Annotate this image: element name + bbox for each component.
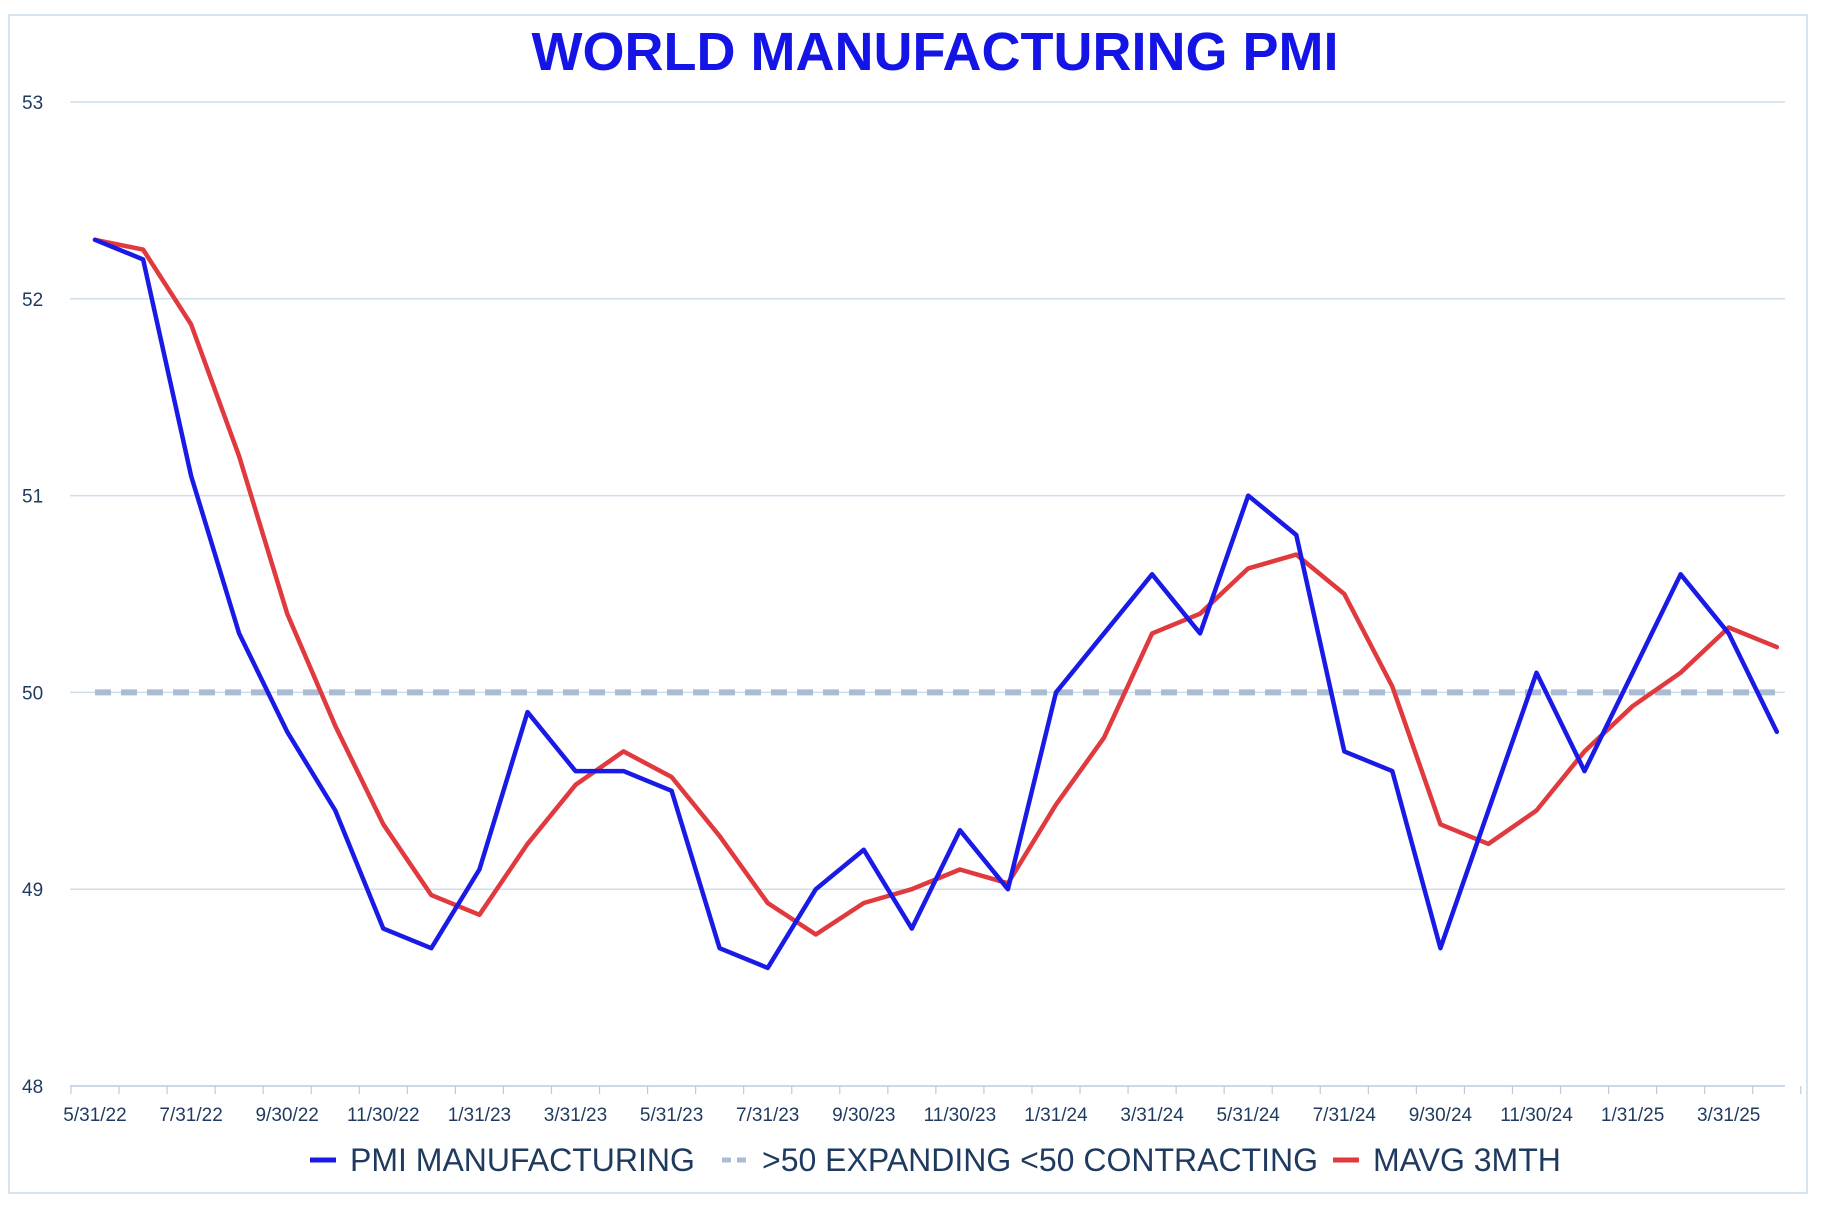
grid-layer bbox=[70, 101, 1785, 890]
legend-label-3: MAVG 3MTH bbox=[1373, 1142, 1561, 1178]
series-line-3 bbox=[92, 237, 1780, 937]
x-tick-label: 11/30/24 bbox=[1500, 1105, 1573, 1126]
x-axis: 5/31/22 7/31/22 9/30/22 11/30/22 1/31/23 3/31… bbox=[63, 1085, 1802, 1126]
x-tick-label: 5/31/23 bbox=[640, 1105, 703, 1126]
x-tick-label: 7/31/23 bbox=[736, 1105, 799, 1126]
x-tick-label: 5/31/22 bbox=[63, 1105, 126, 1126]
x-tick-label: 1/31/23 bbox=[448, 1105, 511, 1126]
chart-svg: WORLD MANUFACTURING PMI 48 49 50 51 52 53 5/3… bbox=[22, 22, 1802, 1178]
chart-frame: WORLD MANUFACTURING PMI 48 49 50 51 52 53 5/3… bbox=[8, 14, 1808, 1194]
y-tick-label: 51 bbox=[22, 487, 43, 508]
y-tick-label: 53 bbox=[22, 93, 43, 114]
x-tick-label: 11/30/23 bbox=[924, 1105, 997, 1126]
x-tick-label: 9/30/22 bbox=[255, 1105, 318, 1126]
x-tick-label: 9/30/23 bbox=[832, 1105, 895, 1126]
x-tick-label: 1/31/24 bbox=[1024, 1105, 1088, 1126]
x-tick-label: 9/30/24 bbox=[1409, 1105, 1473, 1126]
y-tick-label: 48 bbox=[22, 1077, 43, 1098]
y-tick-label: 50 bbox=[22, 683, 43, 704]
x-tick-label: 7/31/24 bbox=[1313, 1105, 1377, 1126]
y-tick-label: 49 bbox=[22, 880, 43, 901]
chart-title: WORLD MANUFACTURING PMI bbox=[532, 22, 1339, 82]
series-layer bbox=[92, 237, 1780, 971]
x-tick-label: 3/31/25 bbox=[1697, 1105, 1760, 1126]
series-line-1 bbox=[92, 237, 1780, 971]
x-tick-label: 7/31/22 bbox=[159, 1105, 222, 1126]
x-tick-label: 3/31/24 bbox=[1120, 1105, 1184, 1126]
legend-label-2: >50 EXPANDING <50 CONTRACTING bbox=[762, 1142, 1318, 1178]
legend: PMI MANUFACTURING >50 EXPANDING <50 CONTR… bbox=[310, 1142, 1561, 1178]
x-tick-label: 3/31/23 bbox=[544, 1105, 607, 1126]
x-tick-label: 5/31/24 bbox=[1216, 1105, 1280, 1126]
x-tick-label: 11/30/22 bbox=[347, 1105, 420, 1126]
y-axis: 48 49 50 51 52 53 bbox=[22, 93, 43, 1098]
y-tick-label: 52 bbox=[22, 290, 43, 311]
legend-label-1: PMI MANUFACTURING bbox=[350, 1142, 695, 1178]
x-tick-label: 1/31/25 bbox=[1601, 1105, 1664, 1126]
